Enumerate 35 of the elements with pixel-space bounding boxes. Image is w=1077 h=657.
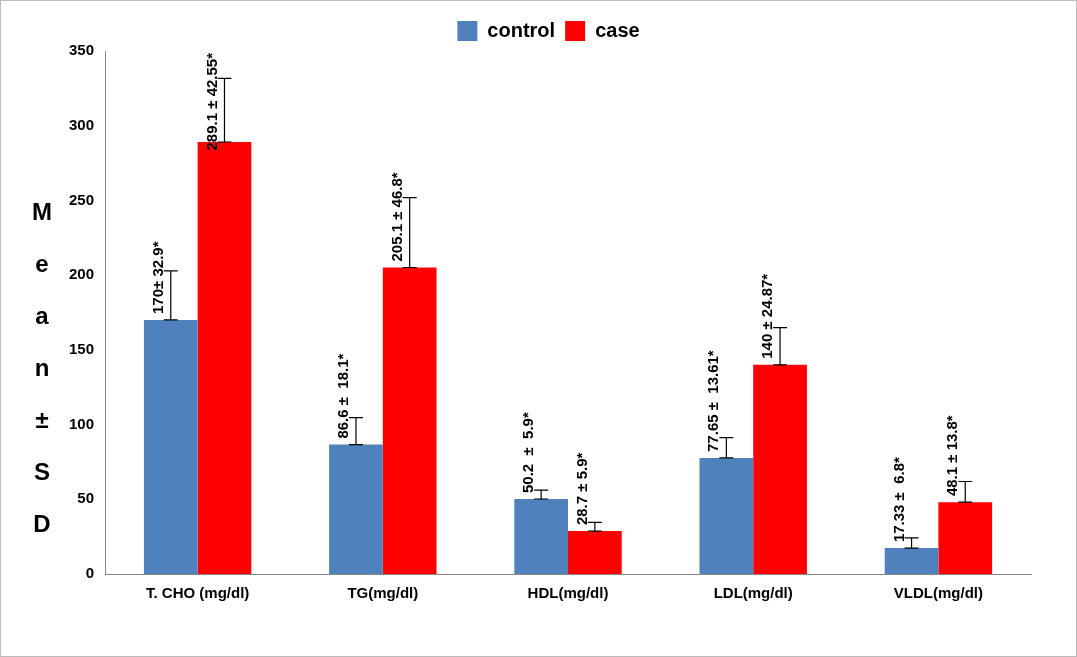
data-label: 170± 32.9* — [148, 241, 166, 314]
y-tick-label: 50 — [77, 489, 95, 507]
bar — [514, 498, 569, 574]
data-label: 140 ± 24.87* — [758, 273, 776, 359]
bar — [884, 548, 939, 574]
y-tick-label: 200 — [69, 265, 95, 283]
bar — [329, 444, 383, 574]
data-label: 86.6 ± 18.1* — [334, 353, 352, 439]
bar — [568, 531, 622, 574]
bar — [699, 457, 754, 574]
bar — [753, 364, 807, 574]
y-axis-title: Mean±SD — [31, 197, 53, 539]
data-label: 77.65 ± 13.61* — [704, 350, 722, 452]
x-tick-label: TG(mg/dl) — [347, 584, 419, 602]
x-tick-label: HDL(mg/dl) — [527, 584, 609, 602]
y-tick-label: 350 — [69, 41, 95, 59]
bar — [382, 267, 437, 574]
y-tick-label: 100 — [69, 414, 95, 432]
legend-label: control — [487, 18, 556, 41]
y-tick-label: 150 — [69, 340, 95, 357]
x-tick-label: VLDL(mg/dl) — [893, 584, 983, 602]
y-tick-label: 250 — [69, 190, 95, 208]
data-label: 289.1 ± 42.55* — [202, 52, 220, 151]
x-tick-label: LDL(mg/dl) — [713, 584, 793, 602]
y-tick-label: 300 — [69, 115, 95, 133]
data-label: 17.33 ± 6.8* — [889, 456, 907, 543]
legend-label: case — [595, 18, 640, 41]
bar — [143, 319, 198, 574]
data-label: 48.1 ± 13.8* — [943, 415, 961, 497]
bar — [938, 502, 993, 574]
y-tick-label: 0 — [85, 564, 95, 582]
data-label: 50.2 ± 5.9* — [519, 412, 537, 493]
data-label: 28.7 ± 5.9* — [573, 452, 591, 526]
x-tick-label: T. CHO (mg/dl) — [145, 584, 250, 602]
data-label: 205.1 ± 46.8* — [387, 172, 405, 262]
